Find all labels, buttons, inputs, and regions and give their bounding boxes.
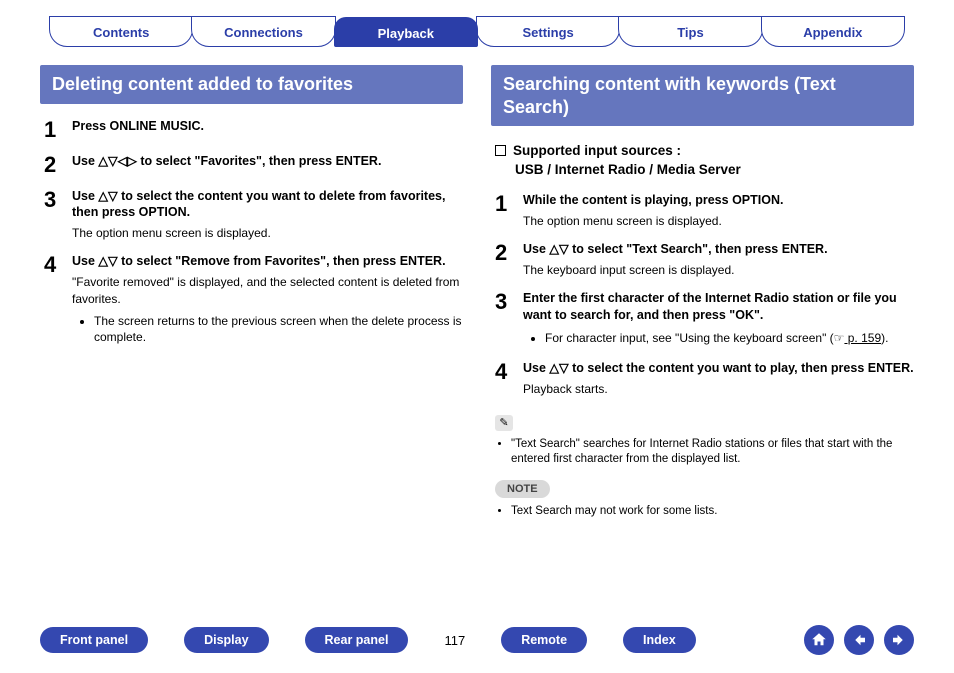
- step-instruction: Use △▽ to select the content you want to…: [523, 360, 914, 377]
- tab-contents[interactable]: Contents: [49, 16, 193, 47]
- step-instruction: Use △▽ to select "Remove from Favorites"…: [72, 253, 463, 270]
- step-instruction: Use △▽◁▷ to select "Favorites", then pre…: [72, 153, 463, 170]
- step-2-left: 2 Use △▽◁▷ to select "Favorites", then p…: [40, 153, 463, 176]
- step-bullet: For character input, see "Using the keyb…: [545, 330, 914, 346]
- step-number: 1: [44, 118, 72, 141]
- note-icon: ✎: [495, 415, 513, 431]
- prev-page-icon[interactable]: [844, 625, 874, 655]
- step-number: 4: [44, 253, 72, 276]
- display-button[interactable]: Display: [184, 627, 268, 653]
- step-number: 4: [495, 360, 523, 383]
- page-reference-link[interactable]: p. 159: [844, 331, 881, 345]
- rear-panel-button[interactable]: Rear panel: [305, 627, 409, 653]
- index-button[interactable]: Index: [623, 627, 696, 653]
- page-number: 117: [444, 633, 465, 648]
- step-4-left: 4 Use △▽ to select "Remove from Favorite…: [40, 253, 463, 347]
- remote-button[interactable]: Remote: [501, 627, 587, 653]
- tab-settings[interactable]: Settings: [476, 16, 620, 47]
- step-detail: Playback starts.: [523, 381, 914, 397]
- tab-appendix[interactable]: Appendix: [761, 16, 905, 47]
- step-instruction: Use △▽ to select the content you want to…: [72, 188, 463, 222]
- step-number: 2: [44, 153, 72, 176]
- tab-connections[interactable]: Connections: [191, 16, 335, 47]
- step-detail: The keyboard input screen is displayed.: [523, 262, 914, 278]
- step-instruction: Enter the first character of the Interne…: [523, 290, 914, 324]
- right-column: Searching content with keywords (Text Se…: [491, 65, 914, 521]
- step-instruction: Press ONLINE MUSIC.: [72, 118, 463, 135]
- step-4-right: 4 Use △▽ to select the content you want …: [491, 360, 914, 397]
- step-detail: The option menu screen is displayed.: [523, 213, 914, 229]
- bottom-bar: Front panel Display Rear panel 117 Remot…: [0, 625, 954, 655]
- info-bullet: "Text Search" searches for Internet Radi…: [511, 437, 914, 468]
- bottom-pill-group-right: Remote Index: [501, 627, 696, 653]
- tab-playback[interactable]: Playback: [334, 17, 478, 47]
- top-tab-bar: Contents Connections Playback Settings T…: [0, 0, 954, 47]
- step-1-right: 1 While the content is playing, press OP…: [491, 192, 914, 229]
- nav-icon-group: [804, 625, 914, 655]
- step-number: 3: [44, 188, 72, 211]
- tab-tips[interactable]: Tips: [618, 16, 762, 47]
- step-2-right: 2 Use △▽ to select "Text Search", then p…: [491, 241, 914, 278]
- step-1-left: 1 Press ONLINE MUSIC.: [40, 118, 463, 141]
- left-column: Deleting content added to favorites 1 Pr…: [40, 65, 463, 521]
- home-icon[interactable]: [804, 625, 834, 655]
- step-number: 1: [495, 192, 523, 215]
- step-bullet: The screen returns to the previous scree…: [94, 313, 463, 345]
- square-bullet-icon: [495, 145, 506, 156]
- section-title-left: Deleting content added to favorites: [40, 65, 463, 104]
- step-number: 3: [495, 290, 523, 313]
- step-instruction: Use △▽ to select "Text Search", then pre…: [523, 241, 914, 258]
- step-instruction: While the content is playing, press OPTI…: [523, 192, 914, 209]
- main-content: Deleting content added to favorites 1 Pr…: [0, 47, 954, 521]
- bullet-text-suffix: ).: [881, 331, 888, 345]
- step-number: 2: [495, 241, 523, 264]
- step-detail: The option menu screen is displayed.: [72, 225, 463, 241]
- bullet-text-prefix: For character input, see "Using the keyb…: [545, 331, 844, 345]
- front-panel-button[interactable]: Front panel: [40, 627, 148, 653]
- note-label: NOTE: [495, 480, 550, 498]
- note-bullet: Text Search may not work for some lists.: [511, 504, 914, 520]
- step-3-left: 3 Use △▽ to select the content you want …: [40, 188, 463, 242]
- subhead-line1: Supported input sources :: [513, 143, 681, 158]
- bottom-pill-group-left: Front panel Display Rear panel: [40, 627, 408, 653]
- section-title-right: Searching content with keywords (Text Se…: [491, 65, 914, 126]
- step-3-right: 3 Enter the first character of the Inter…: [491, 290, 914, 348]
- subhead-line2: USB / Internet Radio / Media Server: [515, 161, 741, 180]
- next-page-icon[interactable]: [884, 625, 914, 655]
- step-detail: "Favorite removed" is displayed, and the…: [72, 274, 463, 306]
- supported-sources-heading: Supported input sources : USB / Internet…: [491, 140, 914, 192]
